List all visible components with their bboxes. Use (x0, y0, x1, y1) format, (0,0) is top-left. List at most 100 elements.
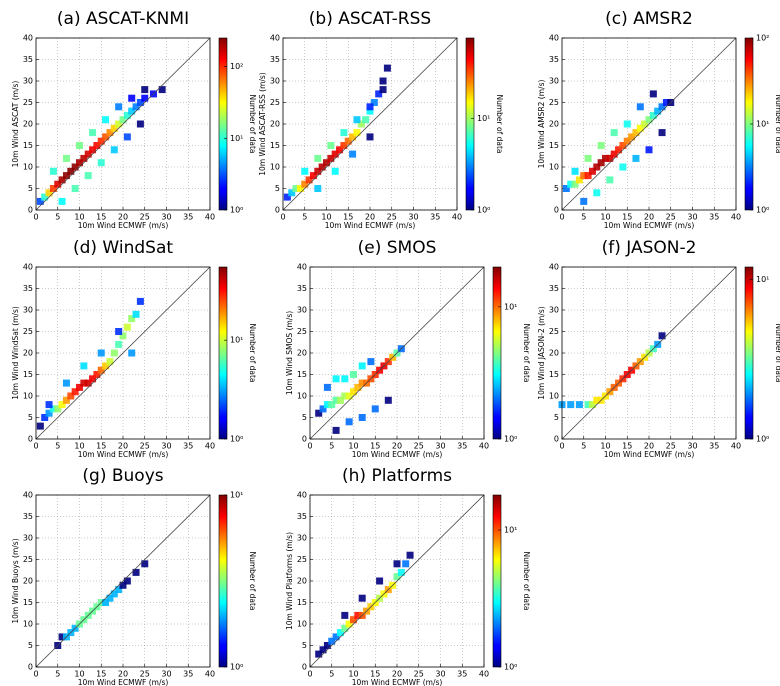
density-point (619, 142, 627, 149)
axes-frame (561, 266, 737, 440)
density-point (158, 86, 166, 94)
density-point (332, 396, 340, 404)
colorbar (465, 37, 475, 211)
one-to-one-line (35, 494, 211, 668)
x-tick-label: 25 (387, 213, 397, 222)
density-point (93, 142, 101, 149)
x-tick-label: 20 (644, 442, 654, 451)
density-point (341, 392, 349, 400)
density-point (332, 633, 340, 641)
x-tick-label: 30 (687, 213, 697, 222)
colorbar (744, 266, 754, 440)
density-point (301, 167, 309, 175)
colorbar-label: Number of data (774, 323, 780, 382)
x-tick-label: 10 (600, 442, 610, 451)
y-tick-label: 0 (275, 206, 280, 215)
density-point (102, 362, 110, 370)
density-point (636, 103, 644, 111)
y-tick-label: 35 (297, 512, 307, 521)
colorbar-tick-label: 10¹ (504, 525, 517, 534)
x-tick-label: 40 (205, 442, 215, 451)
density-point (331, 150, 339, 158)
chart-title: (e) SMOS (358, 238, 437, 258)
density-point (45, 401, 53, 409)
colorbar-tick-label: 10² (756, 34, 769, 43)
y-axis-label: 10m Wind AMSR2 (m/s) (537, 80, 546, 169)
x-tick-label: 15 (96, 213, 106, 222)
density-point (383, 64, 391, 72)
density-point (584, 401, 592, 409)
density-point (362, 116, 370, 124)
density-point (649, 90, 657, 98)
density-point (123, 133, 131, 141)
colorbar-label: Number of data (248, 323, 257, 382)
density-point (366, 103, 374, 111)
density-point (62, 396, 70, 404)
x-axis-label: 10m Wind ECMWF (m/s) (78, 450, 169, 459)
density-point (49, 405, 57, 413)
x-tick-label: 20 (392, 442, 402, 451)
x-axis-label: 10m Wind ECMWF (m/s) (352, 678, 443, 686)
y-tick-label: 0 (302, 435, 307, 444)
one-to-one-line (561, 266, 737, 440)
y-tick-label: 0 (554, 435, 559, 444)
y-tick-label: 20 (549, 120, 559, 129)
density-point (393, 560, 401, 568)
y-tick-label: 25 (549, 98, 559, 107)
density-point (71, 388, 79, 396)
x-tick-label: 35 (183, 213, 193, 222)
density-point (292, 185, 300, 192)
density-point (309, 172, 317, 180)
y-axis-label: 10m Wind ASCAT (m/s) (11, 81, 20, 168)
density-point (354, 611, 362, 619)
density-point (393, 573, 401, 581)
y-tick-label: 30 (297, 306, 307, 315)
density-point (89, 146, 97, 154)
x-tick-label: 5 (581, 213, 586, 222)
density-point (315, 650, 323, 658)
y-tick-label: 10 (270, 163, 280, 172)
density-point (323, 642, 331, 649)
x-tick-label: 35 (457, 442, 467, 451)
x-tick-label: 15 (370, 442, 380, 451)
x-tick-label: 10 (74, 213, 84, 222)
density-point (84, 150, 92, 158)
density-point (132, 568, 140, 576)
y-tick-label: 10 (23, 163, 33, 172)
axes-frame (35, 266, 211, 440)
density-point (119, 116, 127, 124)
one-to-one-line (309, 494, 485, 668)
density-point (106, 594, 114, 602)
colorbar-tick-label: 10⁰ (230, 435, 243, 444)
one-to-one-line (561, 37, 737, 211)
x-tick-label: 40 (205, 670, 215, 679)
density-point (283, 193, 291, 201)
density-point (336, 146, 344, 154)
density-point (340, 142, 348, 149)
density-point (314, 154, 322, 162)
x-axis-label: 10m Wind ECMWF (m/s) (325, 221, 416, 230)
axes-frame (35, 37, 211, 211)
colorbar (218, 494, 228, 668)
density-point (136, 120, 144, 128)
density-point (610, 129, 618, 137)
density-point (323, 159, 330, 167)
y-tick-label: 5 (302, 413, 307, 422)
density-point (110, 124, 118, 132)
x-tick-label: 15 (622, 442, 632, 451)
y-tick-label: 35 (270, 55, 280, 64)
density-point (562, 185, 570, 192)
density-point (406, 551, 414, 559)
x-tick-label: 30 (435, 670, 445, 679)
density-point (80, 154, 88, 162)
y-tick-label: 35 (549, 284, 559, 293)
x-axis-label: 10m Wind ECMWF (m/s) (604, 221, 695, 230)
x-tick-label: 35 (709, 442, 719, 451)
y-tick-label: 25 (297, 327, 307, 336)
density-point (354, 383, 362, 391)
density-point (636, 124, 644, 132)
axes-frame (309, 266, 485, 440)
x-tick-label: 35 (457, 670, 467, 679)
density-point (97, 366, 105, 374)
